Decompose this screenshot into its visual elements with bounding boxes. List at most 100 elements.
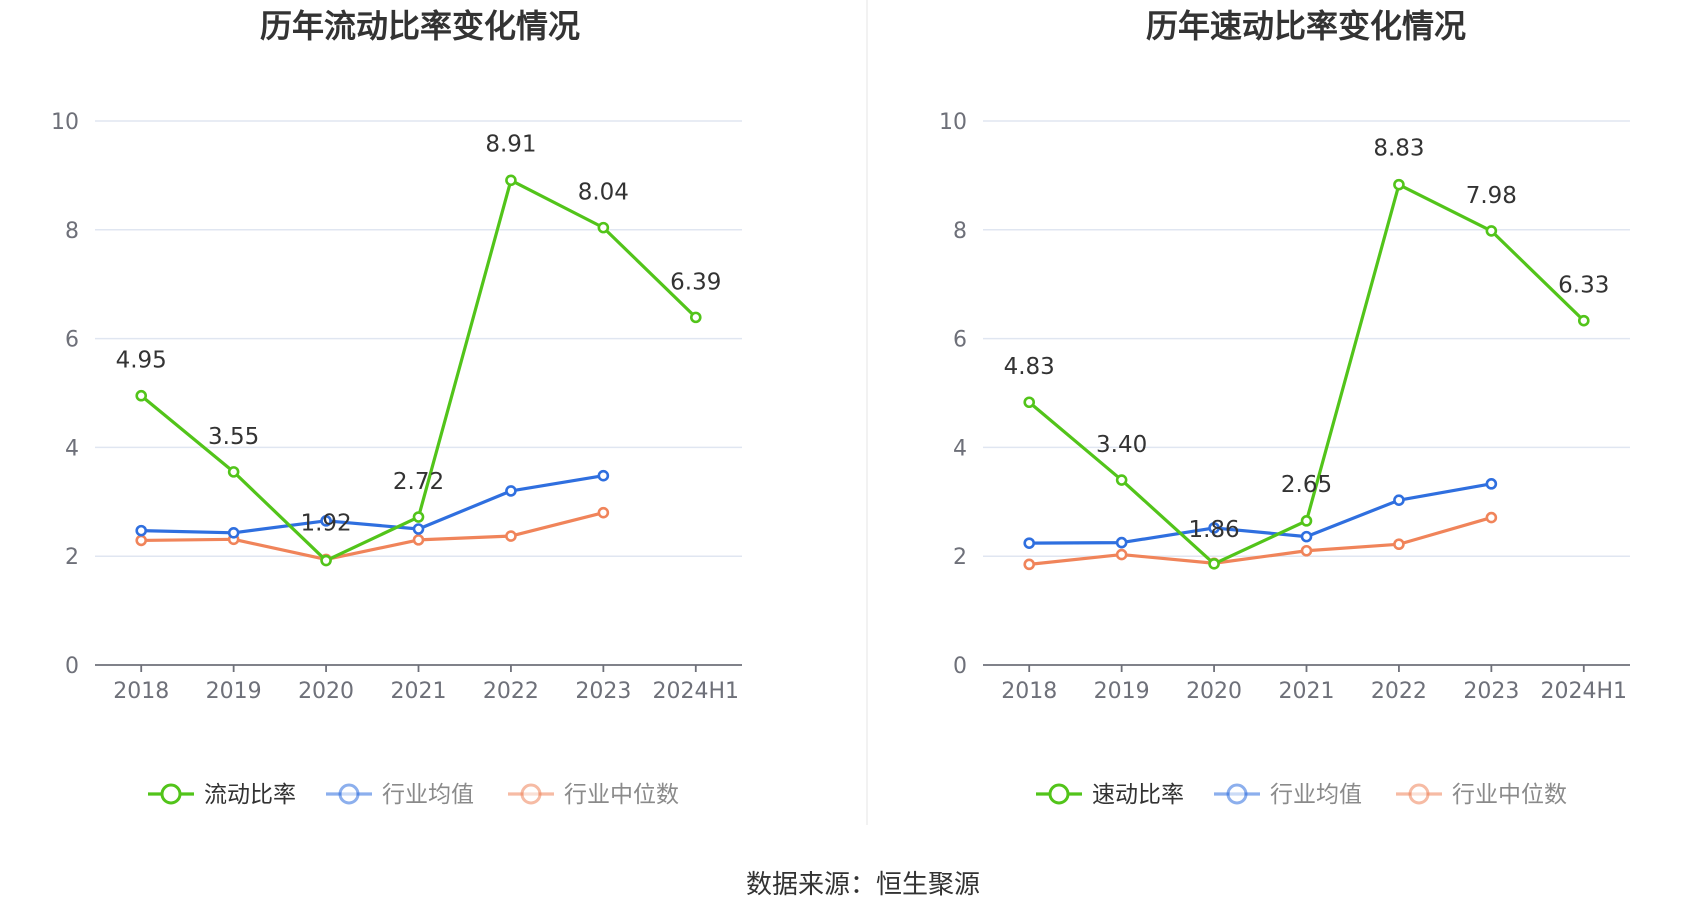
legend-label: 行业中位数 <box>564 782 679 808</box>
chart-title: 历年流动比率变化情况 <box>260 7 580 45</box>
y-tick-label: 6 <box>953 328 967 353</box>
y-tick-label: 4 <box>65 436 79 461</box>
data-label: 1.86 <box>1188 517 1239 543</box>
x-tick-label: 2024H1 <box>653 679 740 704</box>
data-point <box>412 511 425 523</box>
x-tick-label: 2019 <box>1094 679 1150 704</box>
data-label: 8.91 <box>485 131 536 157</box>
x-tick-label: 2024H1 <box>1541 679 1628 704</box>
data-label: 1.92 <box>300 511 351 537</box>
data-label: 8.04 <box>578 180 629 206</box>
legend-label: 行业均值 <box>1270 782 1362 808</box>
data-point <box>1023 396 1036 409</box>
data-point <box>597 469 610 482</box>
legend: 速动比率 行业均值 行业中位数 <box>1036 782 1567 808</box>
legend-circle-icon <box>1408 783 1430 805</box>
data-point <box>1300 515 1313 527</box>
legend-circle-icon <box>1048 783 1070 805</box>
data-point <box>320 554 332 567</box>
data-point <box>135 389 148 402</box>
x-tick-label: 2020 <box>1186 679 1242 704</box>
y-tick-label: 2 <box>953 545 967 570</box>
legend-circle-icon <box>338 783 360 805</box>
legend-label: 流动比率 <box>204 782 296 808</box>
data-point <box>1208 558 1220 570</box>
series-line <box>140 178 697 563</box>
y-tick-label: 4 <box>953 436 967 461</box>
data-point <box>1485 511 1498 524</box>
x-tick-label: 2021 <box>391 679 447 704</box>
data-point <box>505 174 517 187</box>
data-point <box>320 515 332 527</box>
x-tick-label: 2023 <box>1463 679 1519 704</box>
data-point <box>1023 537 1036 549</box>
data-point <box>1023 558 1036 571</box>
data-point <box>1485 478 1498 490</box>
y-tick-label: 10 <box>939 110 967 135</box>
legend-label: 行业均值 <box>382 782 474 808</box>
y-tick-label: 0 <box>953 654 967 679</box>
data-point <box>597 506 610 519</box>
data-point <box>1393 538 1405 551</box>
data-point <box>597 221 610 234</box>
data-point <box>1300 530 1313 543</box>
series-1: 4.83 3.40 1.86 2.65 8.83 7.98 6.33 <box>1004 136 1609 570</box>
x-tick-label: 2019 <box>206 679 262 704</box>
data-label: 3.55 <box>208 424 259 450</box>
series-line <box>1029 482 1492 545</box>
data-point <box>1577 314 1590 327</box>
legend-circle-icon <box>520 783 542 805</box>
data-point <box>1300 544 1313 557</box>
legend-circle-icon <box>1226 783 1248 805</box>
x-tick-label: 2018 <box>113 679 169 704</box>
data-source-text: 数据来源：恒生聚源 <box>746 870 980 900</box>
legend: 流动比率 行业均值 行业中位数 <box>148 782 679 808</box>
data-label: 2.72 <box>393 469 444 495</box>
x-tick-label: 2022 <box>483 679 539 704</box>
data-point <box>135 534 148 547</box>
data-label: 3.40 <box>1096 432 1147 458</box>
data-label: 8.83 <box>1373 136 1424 162</box>
y-tick-label: 10 <box>51 110 79 135</box>
y-tick-label: 0 <box>65 654 79 679</box>
x-tick-label: 2021 <box>1279 679 1335 704</box>
series-line <box>141 511 604 562</box>
y-tick-label: 8 <box>65 219 79 244</box>
data-point <box>412 534 425 546</box>
series-line <box>1029 516 1492 566</box>
data-point <box>227 466 240 478</box>
x-tick-label: 2022 <box>1371 679 1427 704</box>
data-point <box>1485 225 1498 237</box>
data-point <box>1115 536 1128 549</box>
data-point <box>505 530 517 542</box>
x-tick-label: 2018 <box>1001 679 1057 704</box>
data-point <box>412 523 425 535</box>
data-point <box>505 485 517 497</box>
x-tick-label: 2023 <box>575 679 631 704</box>
data-label: 2.65 <box>1281 472 1332 498</box>
data-point <box>689 311 702 324</box>
data-point <box>1115 548 1128 561</box>
series-line <box>141 474 604 535</box>
data-label: 4.83 <box>1004 354 1055 380</box>
data-point <box>227 527 240 539</box>
series-2 <box>1023 478 1498 549</box>
legend-label: 行业中位数 <box>1452 782 1567 808</box>
y-tick-label: 2 <box>65 545 79 570</box>
series-2 <box>135 469 610 539</box>
legend-circle-icon <box>160 783 182 805</box>
data-point <box>1393 494 1405 506</box>
data-label: 7.98 <box>1466 183 1517 209</box>
chart-title: 历年速动比率变化情况 <box>1146 7 1466 45</box>
data-point <box>1393 178 1405 191</box>
y-tick-label: 6 <box>65 328 79 353</box>
y-tick-label: 8 <box>953 219 967 244</box>
data-point <box>1208 522 1220 534</box>
series-1: 4.95 3.55 1.92 2.72 8.91 8.04 6.39 <box>116 131 721 567</box>
x-tick-label: 2020 <box>298 679 354 704</box>
data-label: 6.39 <box>670 269 721 295</box>
chart-panel-2: 历年速动比率变化情况 0 2 4 6 8 10 2018 2019 2020 2021 2022 202… <box>939 7 1630 808</box>
data-label: 4.95 <box>116 348 167 374</box>
chart-panel-1: 历年流动比率变化情况 0 2 4 6 8 10 2018 2019 2020 2021 2022 202… <box>51 7 742 808</box>
